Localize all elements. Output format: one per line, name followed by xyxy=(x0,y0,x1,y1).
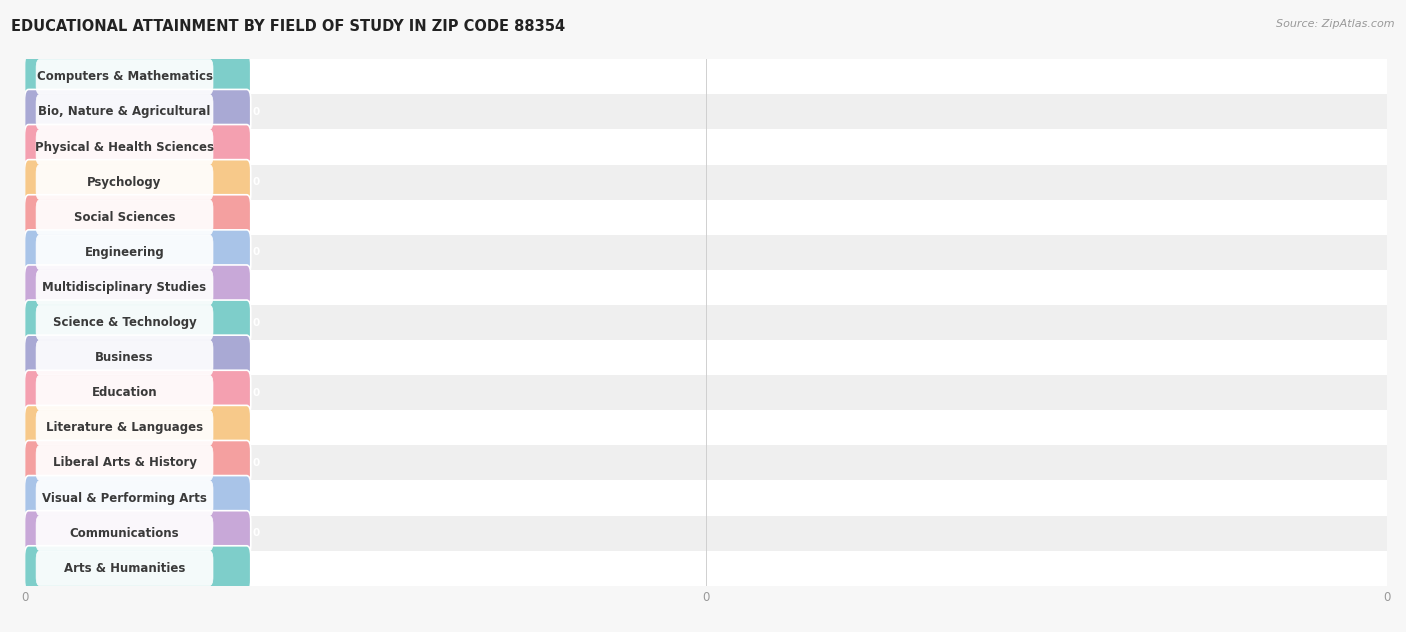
Bar xyxy=(0,164,1388,200)
Bar xyxy=(0,270,1388,305)
FancyBboxPatch shape xyxy=(37,551,212,586)
FancyBboxPatch shape xyxy=(37,305,212,340)
FancyBboxPatch shape xyxy=(24,265,250,310)
Bar xyxy=(0,94,1388,130)
Text: 0: 0 xyxy=(252,107,259,117)
FancyBboxPatch shape xyxy=(24,405,250,451)
Bar xyxy=(0,305,1388,340)
Text: Science & Technology: Science & Technology xyxy=(52,316,197,329)
FancyBboxPatch shape xyxy=(37,516,212,550)
Text: 0: 0 xyxy=(252,247,259,257)
Bar xyxy=(0,234,1388,270)
Text: Arts & Humanities: Arts & Humanities xyxy=(63,562,186,574)
FancyBboxPatch shape xyxy=(37,95,212,130)
Bar xyxy=(0,410,1388,446)
FancyBboxPatch shape xyxy=(37,340,212,375)
FancyBboxPatch shape xyxy=(37,165,212,200)
Text: Social Sciences: Social Sciences xyxy=(73,210,176,224)
Bar xyxy=(0,516,1388,550)
FancyBboxPatch shape xyxy=(37,59,212,94)
FancyBboxPatch shape xyxy=(24,300,250,345)
Text: Visual & Performing Arts: Visual & Performing Arts xyxy=(42,492,207,504)
Text: EDUCATIONAL ATTAINMENT BY FIELD OF STUDY IN ZIP CODE 88354: EDUCATIONAL ATTAINMENT BY FIELD OF STUDY… xyxy=(11,19,565,34)
Bar xyxy=(0,200,1388,234)
Text: 0: 0 xyxy=(252,458,259,468)
Text: 0: 0 xyxy=(252,283,259,293)
FancyBboxPatch shape xyxy=(24,160,250,205)
Text: Bio, Nature & Agricultural: Bio, Nature & Agricultural xyxy=(38,106,211,118)
FancyBboxPatch shape xyxy=(24,441,250,485)
Bar xyxy=(0,375,1388,410)
Text: 0: 0 xyxy=(252,353,259,363)
Bar xyxy=(0,340,1388,375)
FancyBboxPatch shape xyxy=(37,481,212,516)
Text: 0: 0 xyxy=(252,387,259,398)
FancyBboxPatch shape xyxy=(24,195,250,240)
FancyBboxPatch shape xyxy=(37,410,212,445)
Text: Psychology: Psychology xyxy=(87,176,162,188)
FancyBboxPatch shape xyxy=(24,475,250,521)
Text: Liberal Arts & History: Liberal Arts & History xyxy=(52,456,197,470)
Text: 0: 0 xyxy=(252,528,259,538)
Text: Business: Business xyxy=(96,351,153,364)
FancyBboxPatch shape xyxy=(37,235,212,270)
Text: 0: 0 xyxy=(252,177,259,187)
Bar xyxy=(0,446,1388,480)
FancyBboxPatch shape xyxy=(24,511,250,556)
Bar xyxy=(0,130,1388,164)
Text: 0: 0 xyxy=(252,563,259,573)
Text: 0: 0 xyxy=(252,212,259,222)
Text: Education: Education xyxy=(91,386,157,399)
FancyBboxPatch shape xyxy=(24,370,250,415)
FancyBboxPatch shape xyxy=(24,335,250,380)
Text: Literature & Languages: Literature & Languages xyxy=(46,422,202,434)
Bar xyxy=(0,59,1388,94)
Text: Multidisciplinary Studies: Multidisciplinary Studies xyxy=(42,281,207,294)
FancyBboxPatch shape xyxy=(24,90,250,135)
Text: 0: 0 xyxy=(252,142,259,152)
Text: 0: 0 xyxy=(252,423,259,433)
FancyBboxPatch shape xyxy=(37,375,212,410)
FancyBboxPatch shape xyxy=(24,230,250,275)
FancyBboxPatch shape xyxy=(37,130,212,164)
FancyBboxPatch shape xyxy=(24,546,250,591)
FancyBboxPatch shape xyxy=(37,270,212,305)
Text: Physical & Health Sciences: Physical & Health Sciences xyxy=(35,140,214,154)
Bar xyxy=(0,550,1388,586)
Text: Communications: Communications xyxy=(70,526,180,540)
Text: Engineering: Engineering xyxy=(84,246,165,259)
FancyBboxPatch shape xyxy=(37,200,212,234)
Text: 0: 0 xyxy=(252,72,259,82)
Text: 0: 0 xyxy=(252,493,259,503)
Text: Source: ZipAtlas.com: Source: ZipAtlas.com xyxy=(1277,19,1395,29)
Text: 0: 0 xyxy=(252,317,259,327)
Bar xyxy=(0,480,1388,516)
FancyBboxPatch shape xyxy=(24,125,250,169)
Text: Computers & Mathematics: Computers & Mathematics xyxy=(37,70,212,83)
FancyBboxPatch shape xyxy=(24,54,250,99)
FancyBboxPatch shape xyxy=(37,446,212,480)
